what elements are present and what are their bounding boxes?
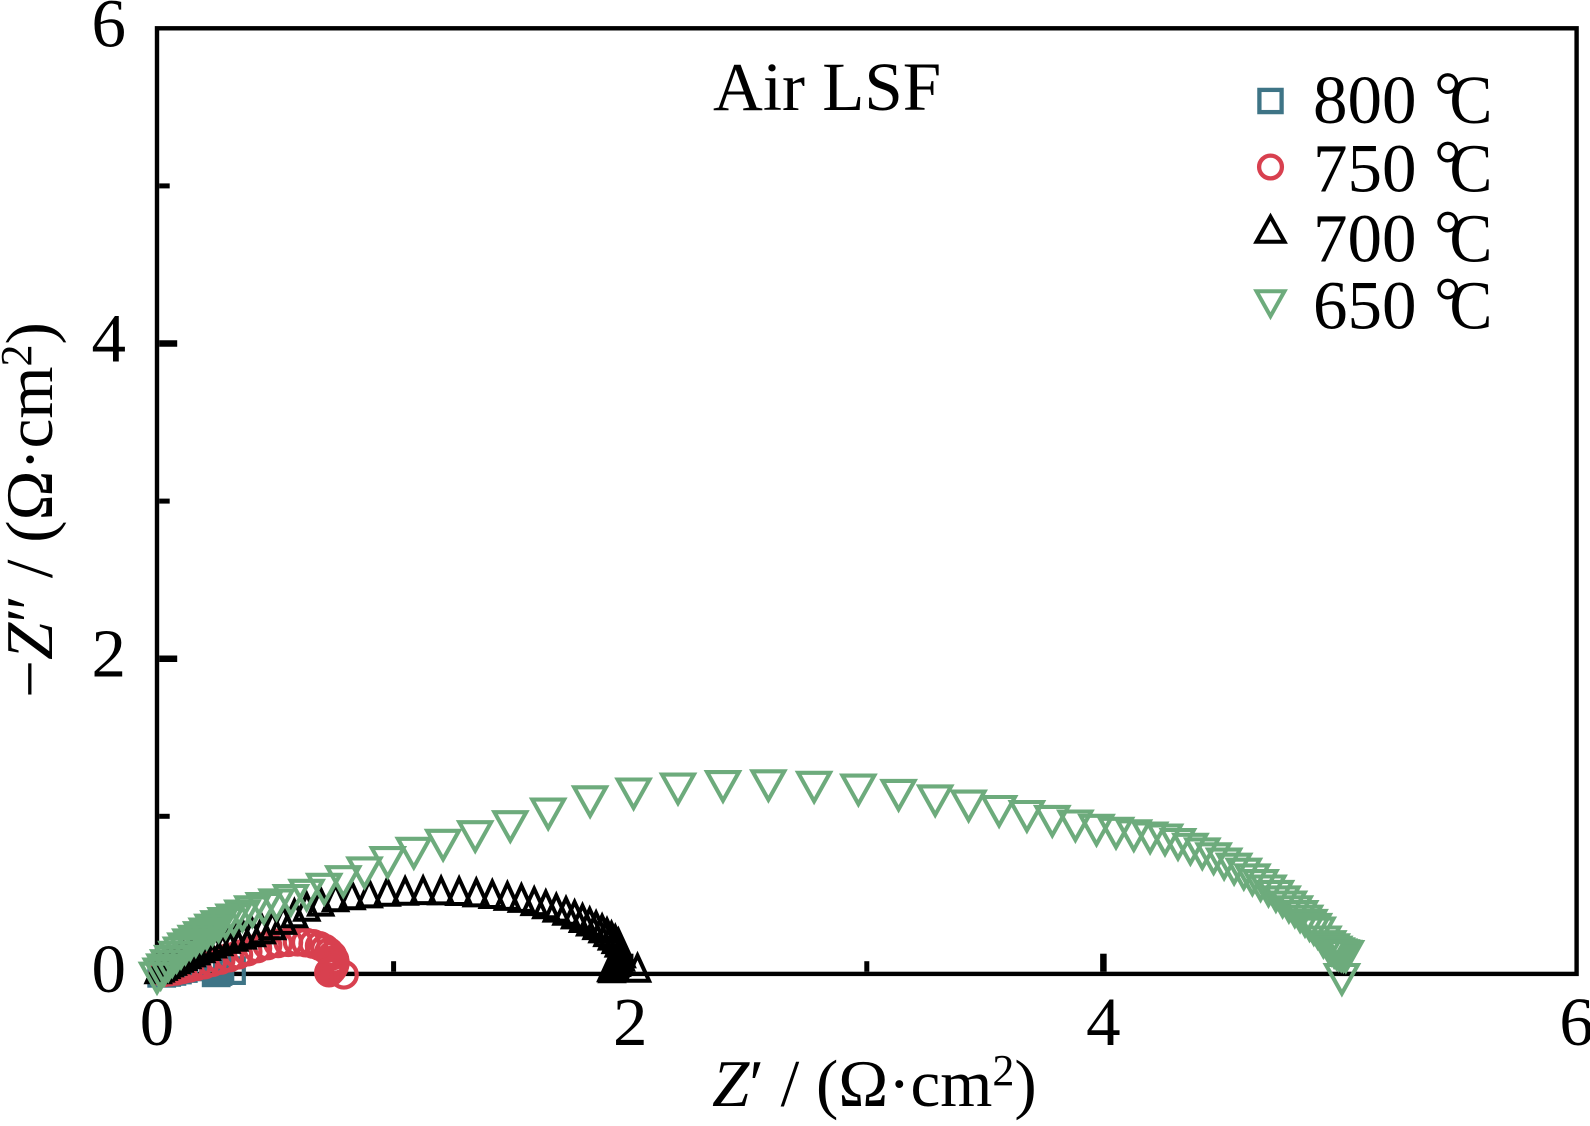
svg-text:0: 0 [92, 931, 127, 1007]
svg-text:2: 2 [613, 984, 648, 1060]
svg-text:−Z″ / (Ω·cm2): −Z″ / (Ω·cm2) [0, 322, 67, 698]
svg-text:750: 750 [1313, 130, 1417, 206]
svg-text:700: 700 [1313, 200, 1417, 276]
svg-text:4: 4 [92, 301, 127, 377]
svg-text:6: 6 [92, 0, 127, 61]
svg-text:C: C [1450, 63, 1493, 139]
svg-text:Air LSF: Air LSF [713, 49, 941, 125]
svg-text:2: 2 [92, 616, 127, 692]
svg-text:Z′ / (Ω·cm2): Z′ / (Ω·cm2) [712, 1046, 1037, 1121]
svg-text:°: ° [1434, 196, 1462, 272]
svg-text:C: C [1450, 269, 1493, 345]
svg-text:°: ° [1434, 58, 1462, 134]
svg-text:°: ° [1434, 126, 1462, 202]
svg-text:0: 0 [140, 984, 175, 1060]
svg-text:C: C [1450, 201, 1493, 277]
svg-text:800: 800 [1313, 62, 1417, 138]
svg-text:4: 4 [1086, 984, 1121, 1060]
svg-text:C: C [1450, 131, 1493, 207]
svg-text:°: ° [1434, 264, 1462, 340]
svg-text:6: 6 [1559, 984, 1590, 1060]
svg-text:650: 650 [1313, 268, 1417, 344]
